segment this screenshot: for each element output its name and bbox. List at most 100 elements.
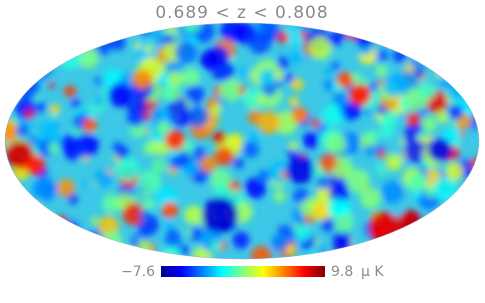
map-texture <box>25 155 45 175</box>
map-texture <box>460 225 477 242</box>
map-texture <box>233 157 244 169</box>
map-texture <box>49 221 63 234</box>
map-texture <box>48 81 55 89</box>
map-texture <box>329 23 353 35</box>
map-texture <box>458 205 470 217</box>
map-texture <box>27 48 44 65</box>
map-texture <box>404 140 428 164</box>
map-texture <box>61 38 80 56</box>
map-texture <box>24 108 35 119</box>
map-texture <box>107 23 122 32</box>
colorbar <box>161 266 325 277</box>
map-texture <box>174 41 198 64</box>
map-texture <box>375 163 382 170</box>
map-texture <box>164 230 182 248</box>
map-texture <box>242 141 260 158</box>
map-texture <box>327 198 347 218</box>
map-texture <box>248 32 271 54</box>
map-texture <box>176 151 192 167</box>
map-texture <box>104 23 116 34</box>
map-texture <box>433 176 458 201</box>
map-texture <box>83 118 97 132</box>
map-texture <box>447 98 456 106</box>
map-outline <box>4 22 480 260</box>
map-texture <box>434 237 458 259</box>
map-texture <box>286 156 314 184</box>
map-title: 0.689 < z < 0.808 <box>155 3 328 23</box>
map-texture <box>232 231 250 249</box>
map-texture <box>94 76 103 85</box>
map-texture <box>383 73 406 97</box>
map-texture <box>319 153 338 173</box>
map-texture <box>102 194 121 213</box>
map-texture <box>278 225 286 234</box>
map-texture <box>277 31 290 44</box>
map-texture <box>107 28 117 37</box>
map-texture <box>210 103 222 115</box>
map-texture <box>407 172 428 193</box>
map-texture <box>137 170 162 194</box>
map-texture <box>93 97 103 107</box>
map-texture <box>162 202 178 218</box>
map-texture <box>276 56 290 69</box>
map-texture <box>133 197 140 204</box>
map-texture <box>466 210 479 229</box>
map-texture <box>289 50 304 65</box>
map-texture <box>286 245 296 255</box>
map-texture <box>384 247 399 259</box>
map-texture <box>108 83 132 107</box>
map-texture <box>285 26 305 46</box>
map-texture <box>156 120 171 134</box>
map-texture <box>25 236 34 245</box>
map-texture <box>152 28 163 39</box>
map-texture <box>160 246 184 259</box>
map-texture <box>321 217 336 232</box>
map-texture <box>47 247 68 259</box>
map-texture <box>35 246 53 259</box>
map-texture <box>366 129 379 142</box>
map-texture <box>379 124 394 139</box>
map-texture <box>368 81 378 91</box>
map-texture <box>102 230 123 252</box>
map-texture <box>405 247 416 257</box>
map-texture <box>25 247 36 257</box>
map-texture <box>436 241 446 251</box>
map-texture <box>421 116 437 132</box>
map-texture <box>11 23 32 35</box>
map-texture <box>306 250 316 259</box>
map-texture <box>44 243 52 250</box>
map-texture <box>57 179 76 198</box>
map-texture <box>149 156 168 175</box>
map-texture <box>456 213 474 231</box>
map-texture <box>162 83 181 102</box>
map-texture <box>185 84 205 104</box>
map-texture <box>330 61 341 72</box>
map-texture <box>167 70 184 88</box>
map-texture <box>141 198 155 212</box>
map-texture <box>428 138 452 162</box>
map-texture <box>12 31 25 44</box>
map-texture <box>425 186 437 198</box>
map-texture <box>74 240 91 257</box>
map-texture <box>29 59 52 82</box>
map-texture <box>452 68 463 79</box>
map-texture <box>288 141 299 151</box>
map-texture <box>436 110 450 124</box>
map-texture <box>316 243 326 253</box>
map-texture <box>68 194 78 204</box>
map-texture <box>310 118 320 128</box>
map-texture <box>349 84 371 106</box>
map-texture <box>219 78 243 102</box>
map-texture <box>144 44 154 54</box>
map-texture <box>308 36 332 60</box>
map-texture <box>5 120 18 141</box>
map-texture <box>462 92 471 100</box>
map-texture <box>403 131 417 145</box>
map-texture <box>239 67 250 78</box>
map-texture <box>168 228 176 236</box>
map-texture <box>380 112 397 128</box>
map-texture <box>345 168 370 193</box>
map-texture <box>60 135 80 155</box>
map-texture <box>187 106 209 128</box>
